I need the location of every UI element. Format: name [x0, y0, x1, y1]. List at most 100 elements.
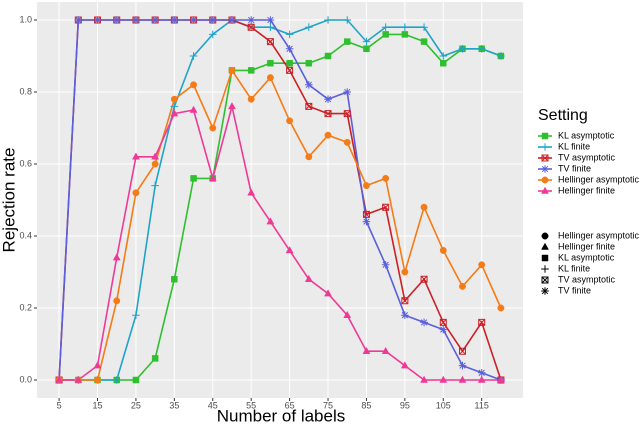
data-point	[132, 152, 140, 160]
data-point	[362, 210, 370, 218]
data-point	[190, 81, 198, 89]
data-point	[343, 139, 351, 146]
legend-label: TV finite	[558, 163, 591, 173]
legend-label: KL asymptotic	[558, 252, 615, 262]
data-point	[171, 275, 178, 283]
data-point	[382, 31, 389, 38]
data-point	[266, 16, 275, 24]
data-point	[247, 67, 255, 74]
data-point	[420, 23, 428, 32]
x-tick-label: 75	[323, 400, 333, 410]
data-point	[458, 44, 467, 53]
y-tick-label: 0.8	[19, 86, 32, 96]
data-point	[381, 260, 390, 269]
y-tick-label: 0.0	[19, 374, 32, 384]
data-point	[247, 188, 256, 196]
data-point	[74, 375, 83, 383]
data-point	[285, 44, 294, 53]
y-tick-label: 0.2	[19, 302, 32, 312]
data-point	[324, 131, 332, 139]
data-point	[189, 16, 198, 24]
data-point	[228, 102, 236, 110]
legend-key-marker	[541, 154, 549, 162]
data-point	[170, 109, 179, 117]
x-tick-label: 25	[131, 400, 141, 410]
x-tick-label: 85	[361, 400, 371, 410]
x-tick-label: 105	[436, 400, 451, 410]
data-point	[112, 376, 121, 384]
data-point	[93, 361, 102, 369]
series-line	[59, 106, 501, 381]
data-point	[266, 23, 275, 32]
data-point	[94, 376, 101, 384]
x-tick-label: 5	[57, 400, 62, 410]
data-point	[132, 311, 140, 320]
legend-label: TV asymptotic	[558, 152, 616, 162]
legend-label: KL finite	[558, 141, 590, 151]
data-point	[286, 117, 294, 125]
data-point	[362, 346, 371, 354]
x-tick-label: 35	[169, 400, 179, 410]
data-point	[247, 95, 255, 103]
y-tick-label: 0.6	[19, 158, 32, 168]
data-point	[132, 376, 140, 384]
data-point	[477, 375, 486, 383]
data-point	[458, 361, 467, 370]
data-point	[439, 52, 448, 60]
data-point	[286, 66, 294, 74]
y-axis-title: Rejection rate	[0, 148, 18, 253]
data-point	[343, 88, 352, 96]
data-point	[189, 105, 198, 113]
data-point	[305, 59, 313, 67]
data-point	[478, 318, 486, 326]
data-point	[477, 368, 486, 377]
x-tick-label: 15	[93, 400, 103, 410]
data-point	[401, 311, 409, 320]
x-tick-label: 115	[475, 400, 489, 410]
data-point	[362, 37, 371, 46]
data-point	[55, 375, 64, 383]
data-point	[343, 310, 352, 318]
data-point	[477, 44, 486, 53]
data-point	[420, 203, 428, 211]
data-point	[266, 38, 274, 46]
data-point	[286, 59, 293, 67]
data-point	[343, 110, 351, 118]
data-point	[420, 318, 428, 327]
data-point	[382, 203, 390, 211]
legend-key-marker	[541, 276, 549, 284]
data-point	[170, 95, 178, 103]
data-point	[151, 355, 159, 362]
data-point	[247, 16, 255, 24]
data-point	[189, 52, 198, 60]
data-point	[113, 297, 121, 305]
data-point	[439, 247, 447, 254]
data-point	[324, 289, 332, 297]
data-point	[151, 16, 159, 24]
data-point	[208, 30, 217, 39]
legend-label: Hellinger asymptotic	[558, 230, 640, 240]
data-point	[343, 38, 351, 45]
legend-key-marker	[541, 165, 549, 173]
data-point	[401, 31, 409, 38]
legend-key-marker	[541, 143, 549, 151]
data-point	[266, 74, 274, 81]
legend-label: Hellinger finite	[558, 241, 615, 251]
data-point	[401, 268, 409, 276]
data-point	[285, 30, 294, 39]
data-point	[151, 152, 160, 160]
data-point	[132, 189, 140, 197]
data-point	[305, 153, 313, 161]
legend-title: Setting	[538, 107, 588, 124]
data-point	[209, 124, 217, 132]
legend-label: Hellinger asymptotic	[558, 174, 640, 184]
data-point	[381, 23, 390, 32]
legend-label: KL asymptotic	[558, 130, 615, 140]
data-point	[208, 16, 217, 24]
x-tick-label: 45	[208, 400, 218, 410]
data-point	[305, 102, 313, 110]
legend-label: Hellinger finite	[558, 185, 615, 195]
data-point	[458, 347, 466, 355]
panel	[37, 2, 523, 398]
